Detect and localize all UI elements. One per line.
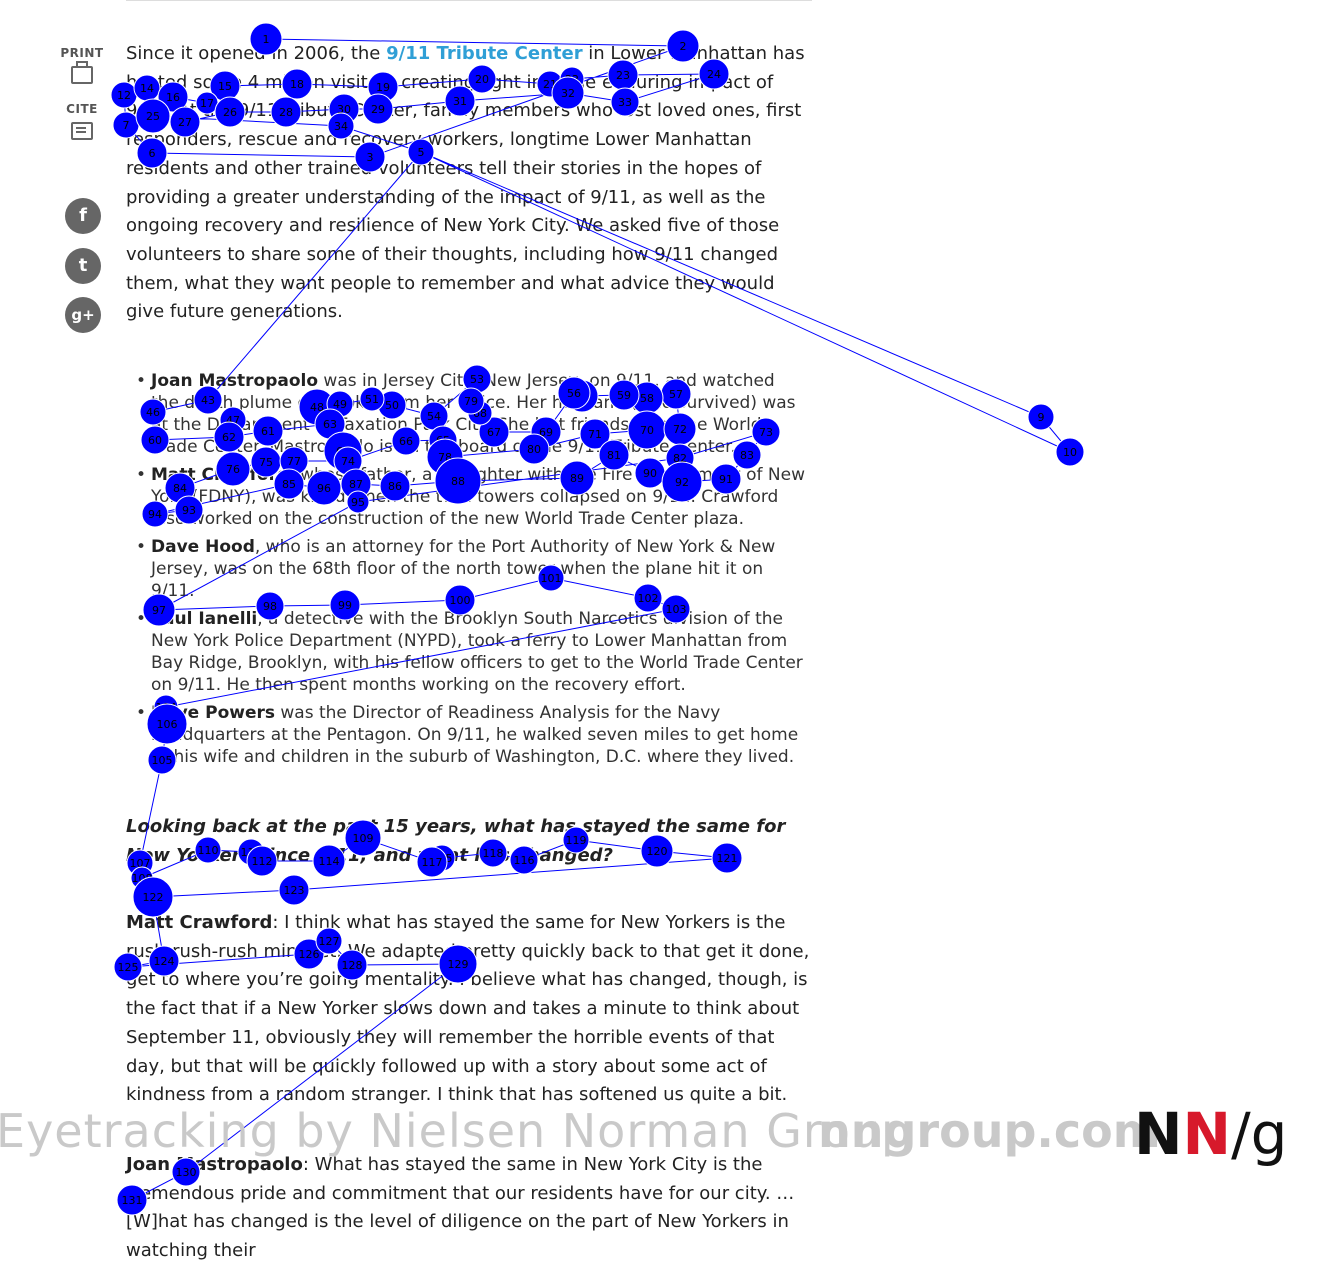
comment-icon [71, 122, 93, 140]
twitter-icon: t [78, 255, 88, 276]
googleplus-icon: g+ [71, 306, 95, 324]
fixation-number: 122 [143, 891, 164, 904]
bio-name: Matt Crawford [151, 465, 290, 485]
top-divider [126, 0, 812, 1]
intro-paragraph: Since it opened in 2006, the 9/11 Tribut… [126, 43, 805, 323]
twitter-share-button[interactable]: t [65, 248, 101, 284]
list-item: Matt Crawford, whose father, a firefight… [136, 464, 806, 530]
googleplus-share-button[interactable]: g+ [65, 297, 101, 333]
facebook-icon: f [79, 205, 87, 226]
watermark: Eyetracking by Nielsen Norman Group nngr… [0, 1100, 1317, 1170]
bio-name: Paul Ianelli [151, 609, 258, 629]
list-item: Joan Mastropaolo was in Jersey City, New… [136, 370, 806, 458]
list-item: Dave Hood, who is an attorney for the Po… [136, 536, 806, 602]
fixation-number: 10 [1063, 446, 1077, 459]
tribute-center-link[interactable]: 9/11 Tribute Center [386, 43, 583, 64]
bio-name: Dave Powers [151, 703, 275, 723]
volunteer-list: Joan Mastropaolo was in Jersey City, New… [136, 370, 806, 774]
fixation-number: 123 [284, 884, 305, 897]
answer-crawford: Matt Crawford: I think what has stayed t… [126, 912, 810, 1106]
watermark-text: Eyetracking by Nielsen Norman Group [0, 1104, 912, 1158]
list-item: Paul Ianelli, a detective with the Brook… [136, 608, 806, 696]
answer-speaker: Matt Crawford [126, 912, 273, 933]
cite-label: CITE [66, 102, 98, 116]
bio-name: Joan Mastropaolo [151, 371, 319, 391]
tool-rail: PRINT CITE [60, 46, 104, 140]
fixation-marker: 108 [130, 866, 154, 890]
fixation-marker: 10 [1055, 437, 1085, 467]
print-label: PRINT [60, 46, 104, 60]
fixation-marker: 9 [1027, 403, 1055, 431]
list-item: Dave Powers was the Director of Readines… [136, 702, 806, 768]
bio-name: Dave Hood [151, 537, 255, 557]
printer-icon [71, 61, 93, 84]
article-body: Since it opened in 2006, the 9/11 Tribut… [126, 40, 816, 1261]
fixation-marker: 123 [278, 874, 310, 906]
watermark-url: nngroup.com [818, 1104, 1161, 1158]
fixation-number: 9 [1038, 411, 1045, 424]
facebook-share-button[interactable]: f [65, 198, 101, 234]
cite-button[interactable]: CITE [60, 102, 104, 140]
fixation-number: 108 [132, 872, 153, 885]
nng-logo: NN/g [1134, 1100, 1288, 1168]
print-button[interactable]: PRINT [60, 46, 104, 84]
question-heading: Looking back at the past 15 years, what … [126, 816, 786, 866]
